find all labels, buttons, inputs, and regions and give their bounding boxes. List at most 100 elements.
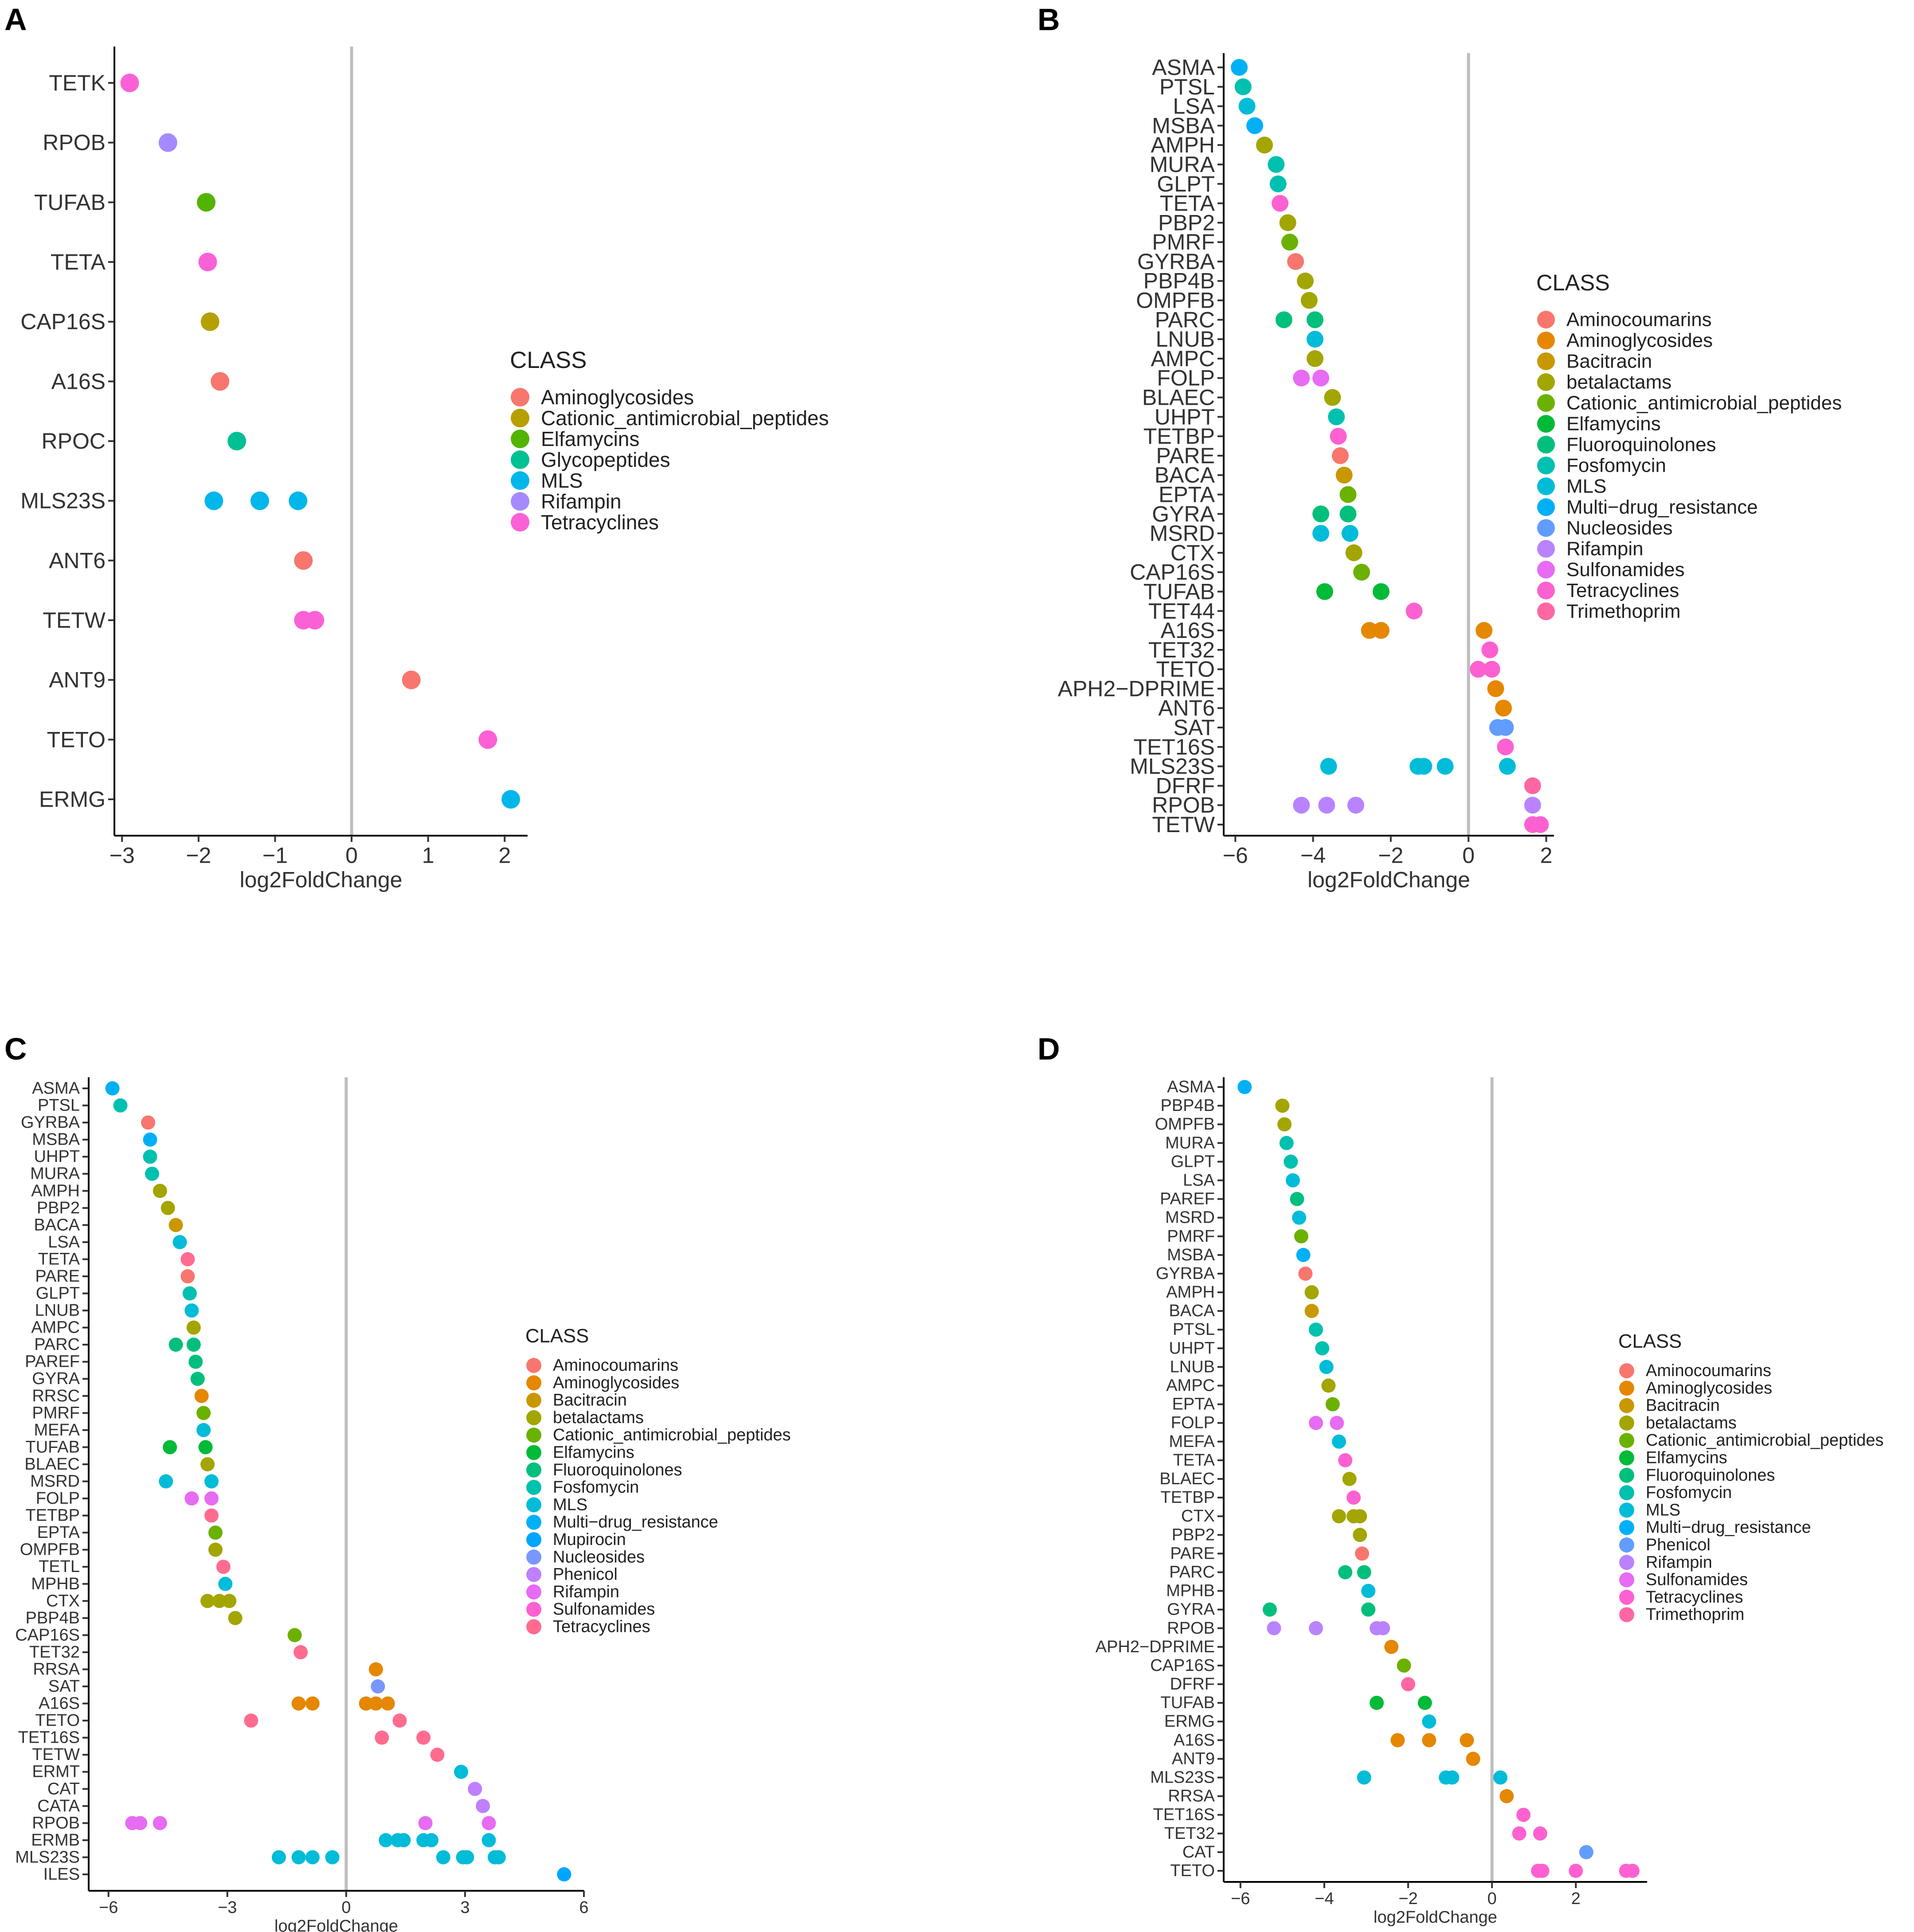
y-tick-label: AMPH [31,1181,80,1200]
legend-key [1619,1537,1634,1553]
y-tick-label: TETA [1160,191,1215,216]
y-tick-label: AMPC [31,1318,80,1337]
y-tick-label: MURA [1150,152,1215,177]
data-point [172,1235,187,1249]
data-point [1476,622,1493,639]
data-point [371,1679,385,1694]
legend-label: Sulfonamides [1646,1571,1748,1589]
data-point [204,1491,219,1506]
y-tick-label: A16S [39,1694,80,1713]
data-point [196,1423,211,1437]
legend-key [526,1392,541,1408]
legend-key [526,1602,541,1617]
legend-key [526,1514,541,1530]
y-tick-label: OMPFB [1155,1115,1215,1134]
legend-label: MLS [541,469,583,492]
panel-letter: C [4,1032,27,1066]
y-tick-label: TUFAB [1161,1693,1215,1712]
legend-label: Nucleosides [553,1548,645,1566]
data-point [1436,758,1454,775]
data-point [396,1833,411,1847]
y-tick-label: TETO [47,727,106,752]
data-point [197,193,216,212]
data-point [143,1132,157,1147]
y-tick-label: CTX [1170,540,1215,565]
y-tick-label: PARE [35,1267,80,1286]
y-tick-label: ANT9 [49,668,106,692]
legend-key [526,1427,541,1443]
data-point [1263,1602,1277,1617]
legend-label: Multi−drug_resistance [1646,1518,1811,1537]
legend-label: Bacitracin [1566,351,1652,372]
y-tick-label: ERMT [32,1763,80,1781]
data-point [368,1696,383,1711]
y-tick-label: TETO [1156,657,1215,682]
y-tick-label: LNUB [35,1301,80,1320]
y-tick-label: MSRD [1150,521,1215,546]
data-point [1370,1696,1384,1710]
y-tick-label: PBP4B [1143,269,1215,293]
y-tick-label: MEFA [34,1421,80,1439]
data-point [120,74,139,92]
y-tick-label: PARE [1170,1544,1215,1563]
x-tick-label: −3 [218,1898,237,1917]
y-tick-label: MURA [30,1165,80,1183]
y-tick-label: TUFAB [26,1438,80,1456]
data-point [1516,1807,1531,1822]
legend-key [526,1567,541,1582]
data-point [424,1833,438,1847]
y-tick-label: PTSL [1173,1320,1215,1339]
y-tick-label: A16S [1161,618,1215,643]
y-tick-label: MPHB [1166,1582,1215,1600]
data-point [1290,1192,1304,1206]
data-point [1319,1360,1334,1374]
data-point [143,1150,157,1164]
legend-label: Aminocoumarins [553,1356,678,1375]
data-point [1345,544,1362,561]
legend-key [511,450,529,469]
data-point [305,611,325,630]
legend-label: betalactams [1566,372,1671,393]
x-tick-label: 0 [1487,1889,1497,1908]
y-tick-label: TETO [1170,1862,1215,1880]
data-point [291,1850,306,1865]
y-tick-label: GYRBA [21,1113,80,1132]
y-tick-label: LNUB [1156,327,1215,352]
data-point [287,1628,302,1643]
legend-title: CLASS [1536,270,1610,295]
x-tick-label: 2 [1540,843,1553,868]
x-tick-label: −2 [1378,843,1403,868]
y-tick-label: TET16S [1153,1806,1215,1824]
legend-key [1619,1467,1634,1483]
data-point [188,1354,203,1369]
data-point [1355,1546,1370,1561]
data-point [159,1474,173,1489]
y-tick-label: CAP16S [15,1626,80,1644]
data-point [468,1782,482,1796]
x-tick-label: 0 [341,1898,351,1917]
legend-key [1619,1381,1634,1396]
y-tick-label: GYRA [32,1369,80,1388]
data-point [1296,1248,1311,1262]
y-tick-label: GYRBA [1137,249,1215,274]
y-tick-label: TET44 [1148,598,1215,623]
data-point [1306,350,1323,367]
y-tick-label: LSA [1173,94,1215,119]
data-point [168,1218,183,1232]
y-tick-label: PARE [1156,443,1215,468]
x-axis-title: log2FoldChange [1374,1908,1497,1927]
x-axis-title: log2FoldChange [274,1917,398,1932]
legend-label: Fluoroquinolones [553,1461,682,1479]
data-point [204,491,223,510]
y-tick-label: PBP2 [37,1199,80,1217]
data-point [460,1850,474,1865]
legend-label: Tetracyclines [541,511,659,534]
y-tick-label: GLPT [1171,1152,1215,1171]
legend-label: Multi−drug_resistance [553,1513,718,1532]
data-point [1405,602,1423,620]
y-tick-label: MPHB [31,1575,80,1593]
y-tick-label: PARC [1155,307,1215,332]
legend-key [526,1480,541,1495]
legend-label: Mupirocin [553,1530,626,1549]
data-point [244,1713,258,1728]
